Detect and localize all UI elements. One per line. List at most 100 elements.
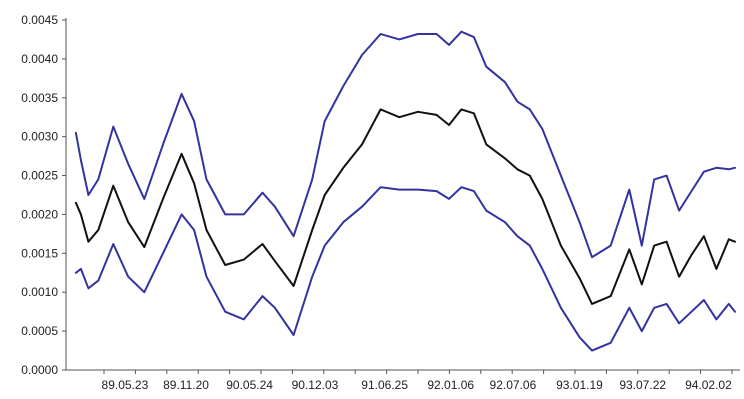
series-point-estimate: [343, 167, 344, 168]
series-point-estimate: [560, 245, 561, 246]
series-point-lower: [324, 245, 325, 246]
series-point-estimate: [98, 229, 99, 230]
series-point-upper: [380, 33, 381, 34]
x-tick-label: 90.12.03: [292, 378, 339, 392]
series-point-lower: [486, 210, 487, 211]
series-point-upper: [262, 192, 263, 193]
x-tick-label: 90.05.24: [226, 378, 273, 392]
series-point-estimate: [274, 261, 275, 262]
series-point-lower: [194, 229, 195, 230]
series-point-estimate: [691, 254, 692, 255]
series-point-lower: [399, 189, 400, 190]
series-point-estimate: [417, 111, 418, 112]
x-tick-label: 93.07.22: [619, 378, 666, 392]
series-point-estimate: [293, 285, 294, 286]
series-point-lower: [716, 319, 717, 320]
series-point-upper: [461, 31, 462, 32]
x-tick-label: 92.01.06: [427, 378, 474, 392]
series-point-lower: [529, 245, 530, 246]
series-point-upper: [728, 169, 729, 170]
series-point-upper: [691, 191, 692, 192]
series-point-lower: [473, 191, 474, 192]
y-tick-label: 0.0035: [21, 91, 58, 105]
y-tick-label: 0.0000: [21, 363, 58, 377]
series-point-estimate: [734, 241, 735, 242]
series-point-lower: [262, 296, 263, 297]
series-point-lower: [243, 319, 244, 320]
series-point-upper: [666, 175, 667, 176]
series-point-upper: [448, 44, 449, 45]
series-point-estimate: [194, 183, 195, 184]
series-point-upper: [679, 210, 680, 211]
y-tick-label: 0.0005: [21, 324, 58, 338]
series-point-lower: [380, 187, 381, 188]
series-point-estimate: [399, 117, 400, 118]
series-point-lower: [417, 189, 418, 190]
series-point-upper: [542, 128, 543, 129]
series-point-lower: [343, 222, 344, 223]
series-point-upper: [703, 171, 704, 172]
series-point-estimate: [436, 114, 437, 115]
series-point-upper: [610, 245, 611, 246]
series-point-estimate: [361, 144, 362, 145]
series-point-lower: [579, 337, 580, 338]
series-point-upper: [162, 144, 163, 145]
x-tick-label: 92.07.06: [490, 378, 537, 392]
series-point-lower: [162, 253, 163, 254]
series-point-estimate: [128, 222, 129, 223]
series-point-upper: [591, 257, 592, 258]
series-point-upper: [144, 198, 145, 199]
series-point-upper: [243, 214, 244, 215]
x-tick-label: 91.06.25: [361, 378, 408, 392]
series-point-estimate: [144, 247, 145, 248]
series-point-upper: [654, 179, 655, 180]
series-point-estimate: [542, 198, 543, 199]
series-point-lower: [728, 303, 729, 304]
series-point-upper: [88, 194, 89, 195]
y-tick-label: 0.0030: [21, 130, 58, 144]
series-point-upper: [629, 189, 630, 190]
series-point-estimate: [380, 109, 381, 110]
series-point-upper: [75, 132, 76, 133]
series-point-lower: [666, 303, 667, 304]
series-point-estimate: [324, 194, 325, 195]
y-tick-label: 0.0045: [21, 13, 58, 27]
y-tick-label: 0.0040: [21, 52, 58, 66]
series-point-lower: [560, 307, 561, 308]
series-point-estimate: [243, 259, 244, 260]
series-point-lower: [654, 307, 655, 308]
series-line-estimate: [74, 108, 736, 305]
series-point-lower: [98, 280, 99, 281]
series-point-upper: [98, 179, 99, 180]
series-point-estimate: [517, 169, 518, 170]
series-point-lower: [448, 198, 449, 199]
series-point-upper: [517, 101, 518, 102]
series-point-upper: [361, 54, 362, 55]
series-point-upper: [113, 126, 114, 127]
series-point-lower: [274, 307, 275, 308]
series-point-estimate: [181, 153, 182, 154]
series-point-lower: [591, 350, 592, 351]
series-point-lower: [703, 299, 704, 300]
series-point-lower: [361, 206, 362, 207]
series-point-upper: [206, 179, 207, 180]
series-point-estimate: [703, 236, 704, 237]
x-tick-label: 94.02.02: [685, 378, 732, 392]
series-point-estimate: [629, 249, 630, 250]
series-point-estimate: [579, 278, 580, 279]
series-point-lower: [80, 268, 81, 269]
series-point-estimate: [473, 113, 474, 114]
series-line-upper: [74, 30, 736, 259]
series-point-lower: [88, 288, 89, 289]
series-point-lower: [181, 214, 182, 215]
series-point-upper: [324, 121, 325, 122]
series-point-upper: [80, 159, 81, 160]
series-point-estimate: [654, 245, 655, 246]
series-point-estimate: [448, 124, 449, 125]
series-point-lower: [734, 311, 735, 312]
series-point-upper: [504, 82, 505, 83]
series-point-estimate: [716, 268, 717, 269]
series-point-estimate: [641, 284, 642, 285]
series-point-lower: [641, 331, 642, 332]
